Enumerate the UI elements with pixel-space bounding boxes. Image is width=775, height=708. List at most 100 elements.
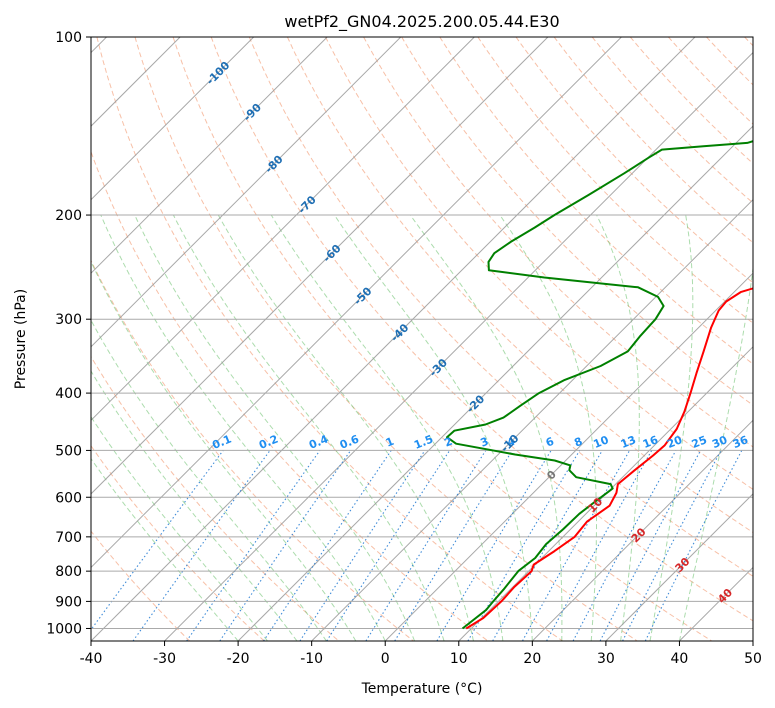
mixing-ratio-label: 36 [731,433,750,451]
isotherm-line [91,37,402,348]
isotherm-line [91,37,696,641]
mixing-ratio-line [132,450,271,641]
x-tick-label: 10 [450,651,468,667]
x-tick-label: -40 [80,651,103,667]
mixing-ratio-label: 8 [572,435,584,450]
mixing-ratio-line [326,450,451,641]
moist-adiabat-line [649,214,694,641]
dry-adiabat-line [91,150,489,641]
x-axis: -40 -30 -20 -10 0 10 20 30 40 50 [80,641,762,667]
isotherm-line [91,37,475,422]
dry-adiabat-line [91,355,340,641]
dry-adiabat-line [134,37,638,641]
isotherm-line [679,566,753,641]
pressure-grid [91,37,753,629]
y-tick-label: 800 [55,564,82,580]
moist-adiabat-line [91,319,327,641]
isotherm-line [458,346,753,641]
dry-adiabat-line [591,37,753,204]
dry-adiabat-line [629,37,753,165]
y-tick-label: 1000 [46,621,82,637]
y-axis: 100 200 300 400 500 600 700 800 900 1000 [46,30,91,637]
moist-adiabat-line [91,370,298,641]
x-axis-label: Temperature (°C) [361,681,483,697]
dry-adiabat-line [91,259,414,641]
isotherm-line [91,37,622,569]
mixing-ratio-label: 1 [384,435,396,450]
chart-title: wetPf2_GN04.2025.200.05.44.E30 [284,12,559,32]
mixing-ratio-label: 3 [479,435,491,450]
plot-frame [90,36,754,642]
mixing-ratio-label: 25 [690,433,709,451]
y-tick-label: 200 [55,208,82,224]
background-lines [91,37,753,641]
moist-adiabat-line [678,264,753,641]
isotherm-line [311,198,753,641]
isotherm-line [752,640,753,641]
moist-adiabat-line [172,214,445,641]
moist-adiabat-line [270,214,504,641]
line-labels: 0.1 0.2 0.4 0.6 1 1.5 2 3 4 6 8 10 13 16 20 25 30 36-100-… [204,59,751,606]
series-layer [446,140,753,630]
mixing-ratio-label: 0.1 [210,432,233,451]
dry-adiabat-line [439,37,753,365]
y-tick-label: 300 [55,312,82,328]
moist-adiabat-line [217,214,474,641]
moist-adiabat-line [596,214,640,641]
x-tick-label: 30 [597,651,615,667]
x-tick-label: 0 [381,651,390,667]
mixing-ratio-line [91,450,224,631]
x-tick-label: -30 [153,651,176,667]
y-axis-label: Pressure (hPa) [13,289,29,389]
mixing-ratio-line [546,450,653,641]
isotherm-line [605,493,753,641]
dry-adiabat-line [286,37,753,534]
moist-adiabat-line [91,415,268,641]
mixing-ratio-label: 1.5 [412,432,435,451]
moist-adiabat-line [409,214,563,641]
isotherm-line [91,37,255,201]
mixing-ratio-label: 16 [641,433,660,451]
isotherm-line [237,125,753,641]
isotherm-line [91,37,328,274]
y-tick-label: 900 [55,594,82,610]
dry-adiabat-line [706,37,753,86]
x-tick-label: -10 [300,651,323,667]
mixing-ratio-label: 2 [442,435,454,450]
isotherm-line [164,51,753,641]
mixing-ratio-label: 10 [592,433,611,451]
isotherm-label: -100 [204,59,233,88]
mixing-ratio-line [599,450,702,641]
mixing-ratio-line [644,450,743,641]
dry-adiabat-line [744,37,753,47]
isotherm-line [91,37,549,495]
mixing-ratio-label: 13 [619,433,638,451]
mixing-ratio-label: 20 [665,433,684,451]
dry-adiabat-line [363,37,753,448]
dry-adiabat-line [248,37,753,577]
dewpoint-line [446,140,753,630]
mixing-ratio-line [299,450,426,641]
moist-adiabat-line [91,260,357,641]
mixing-ratio-line [572,450,677,641]
dry-adiabat-line [515,37,753,284]
y-tick-label: 700 [55,530,82,546]
mixing-ratio-label: 6 [544,435,556,450]
x-tick-label: 50 [744,651,762,667]
y-tick-label: 400 [55,386,82,402]
moist-adiabat-line [333,214,533,641]
moist-adiabat-line [134,214,416,641]
mixing-ratio-line [394,450,513,641]
mixing-ratio-line [263,450,392,641]
mixing-ratio-label: 0.4 [307,432,330,451]
mixing-ratio-label: 0.6 [338,432,361,451]
y-tick-label: 600 [55,490,82,506]
dry-adiabat-line [668,37,753,125]
x-tick-label: 40 [671,651,689,667]
dry-adiabat-line [210,37,753,622]
isotherm-line [384,272,753,641]
x-tick-label: 20 [523,651,541,667]
dry-adiabat-line [401,37,753,406]
mixing-ratio-label: 30 [710,433,729,451]
